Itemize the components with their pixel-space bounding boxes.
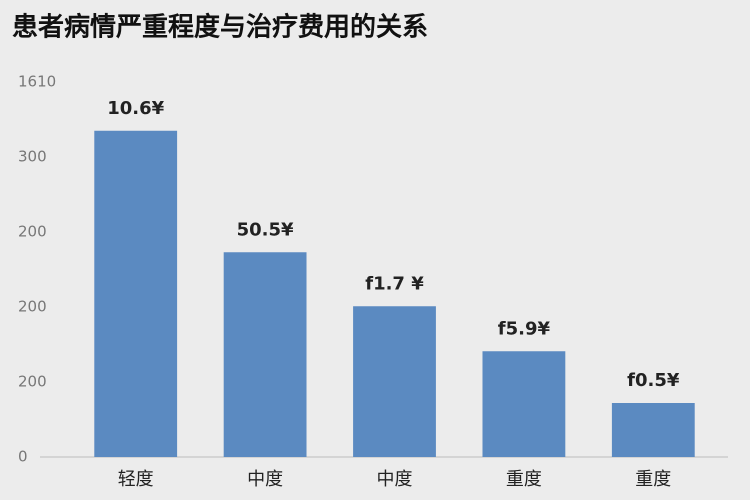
data-label: 10.6¥ [107,98,164,119]
bar [482,351,566,457]
data-label: 50.5¥ [237,219,294,240]
bar [353,306,436,457]
bar [611,403,695,457]
x-tick-label: 中度 [377,469,413,490]
bar [223,252,307,457]
bar [94,130,178,457]
y-tick-label: 300 [18,148,47,166]
y-tick-label: 200 [18,373,47,391]
x-tick-label: 中度 [247,469,283,490]
data-label: f1.7 ¥ [365,273,424,294]
data-label: f0.5¥ [627,370,680,391]
y-tick-label: 200 [18,223,47,241]
x-tick-label: 重度 [635,469,671,490]
chart-title: 患者病情严重程度与治疗费用的关系 [12,12,428,43]
data-label: f5.9¥ [498,318,551,339]
x-tick-label: 轻度 [118,469,154,490]
x-tick-label: 重度 [506,469,542,490]
y-tick-label: 200 [18,298,47,316]
y-tick-label: 1610 [18,73,56,91]
y-tick-label: 0 [18,448,28,466]
